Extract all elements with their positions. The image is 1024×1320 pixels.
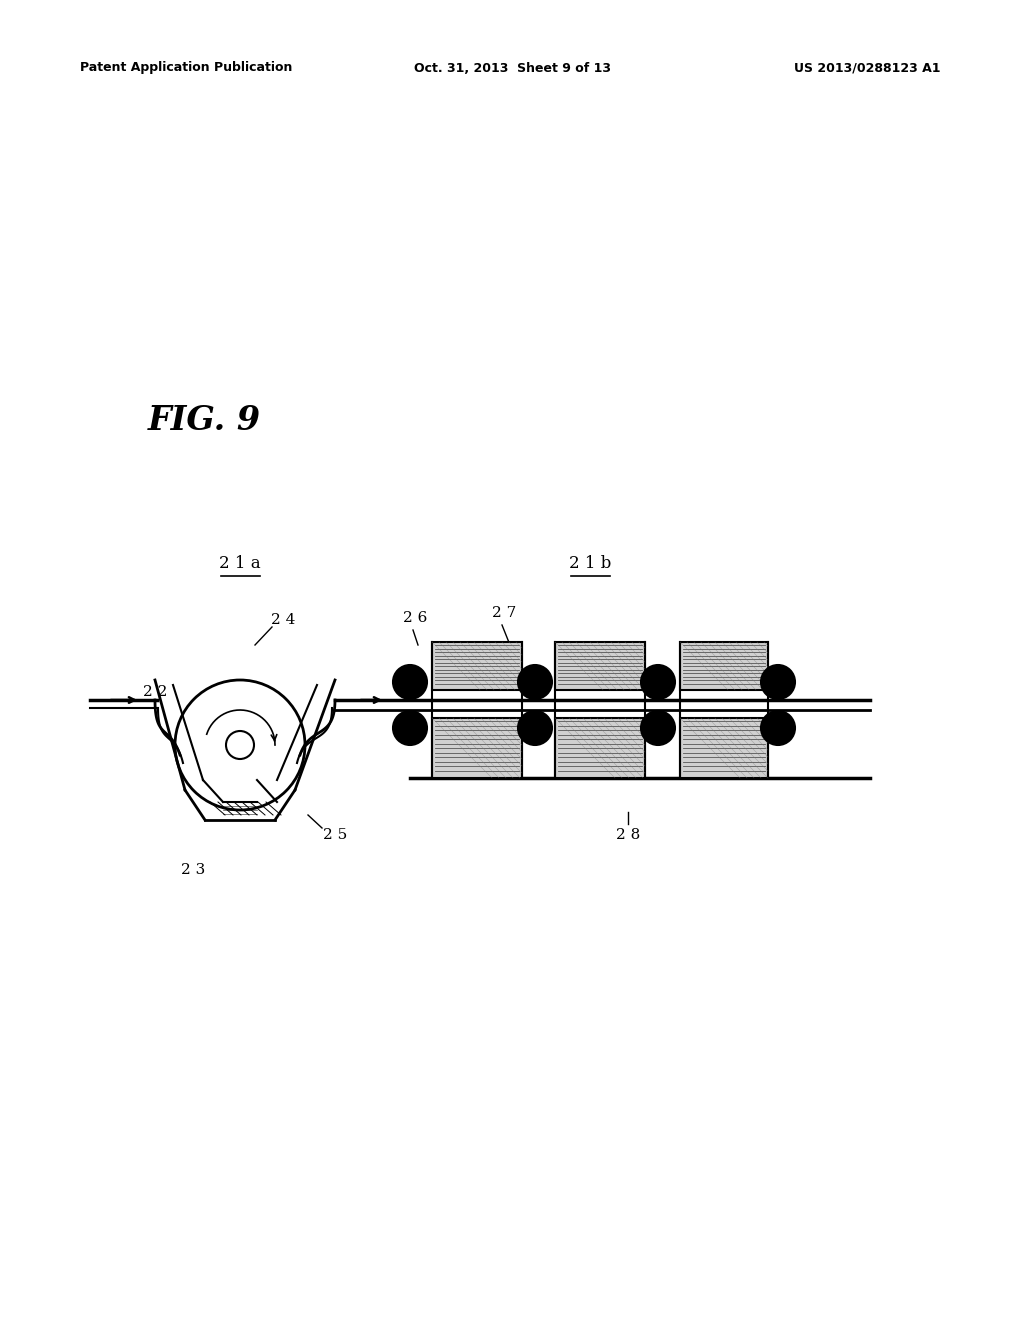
Bar [680, 642, 768, 690]
Text: US 2013/0288123 A1: US 2013/0288123 A1 [794, 62, 940, 74]
Circle shape [518, 711, 552, 744]
Text: 2 3: 2 3 [181, 863, 205, 876]
Bar [555, 718, 645, 777]
Text: 2 4: 2 4 [270, 612, 295, 627]
Text: 2 8: 2 8 [615, 828, 640, 842]
Circle shape [641, 665, 675, 700]
Text: Oct. 31, 2013  Sheet 9 of 13: Oct. 31, 2013 Sheet 9 of 13 [414, 62, 610, 74]
Text: 2 5: 2 5 [323, 828, 347, 842]
Circle shape [761, 711, 795, 744]
Text: 2 1 b: 2 1 b [568, 554, 611, 572]
Text: 2 6: 2 6 [402, 611, 427, 624]
Text: 2 1 a: 2 1 a [219, 554, 261, 572]
Text: 2 2: 2 2 [142, 685, 167, 700]
Text: FIG. 9: FIG. 9 [148, 404, 261, 437]
Bar [555, 642, 645, 690]
Circle shape [393, 711, 427, 744]
Text: 2 7: 2 7 [492, 606, 516, 620]
Bar [432, 718, 522, 777]
Text: Patent Application Publication: Patent Application Publication [80, 62, 293, 74]
Bar [432, 642, 522, 690]
Circle shape [518, 665, 552, 700]
Circle shape [761, 665, 795, 700]
Bar [680, 718, 768, 777]
Circle shape [393, 665, 427, 700]
Circle shape [641, 711, 675, 744]
